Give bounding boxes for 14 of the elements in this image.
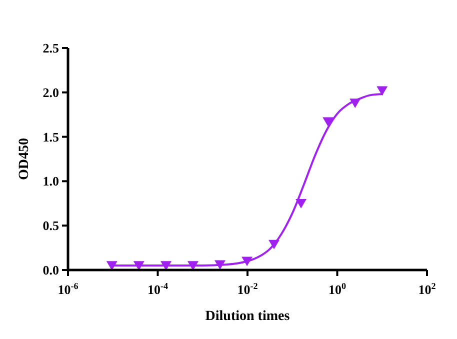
y-axis-title: OD450 (17, 138, 32, 180)
x-tick-label: 10$^{-4}$ (147, 281, 168, 297)
y-tick-label: 1.5 (42, 129, 60, 144)
x-tick-label: 10$^{0}$ (328, 281, 346, 297)
y-tick-label: 2.5 (42, 40, 60, 56)
y-tick-label: 1.0 (42, 174, 59, 189)
y-tick-label: 0.0 (42, 262, 59, 278)
y-tick-label: 0.5 (42, 218, 60, 234)
y-tick-label: 2.0 (42, 84, 59, 100)
x-tick-label: 10$^{2}$ (418, 281, 436, 297)
x-tick-label: 10$^{-2}$ (237, 281, 258, 297)
x-axis-title: Dilution times (205, 309, 290, 324)
x-tick-label: 10$^{-6}$ (58, 281, 79, 297)
point (376, 86, 388, 96)
